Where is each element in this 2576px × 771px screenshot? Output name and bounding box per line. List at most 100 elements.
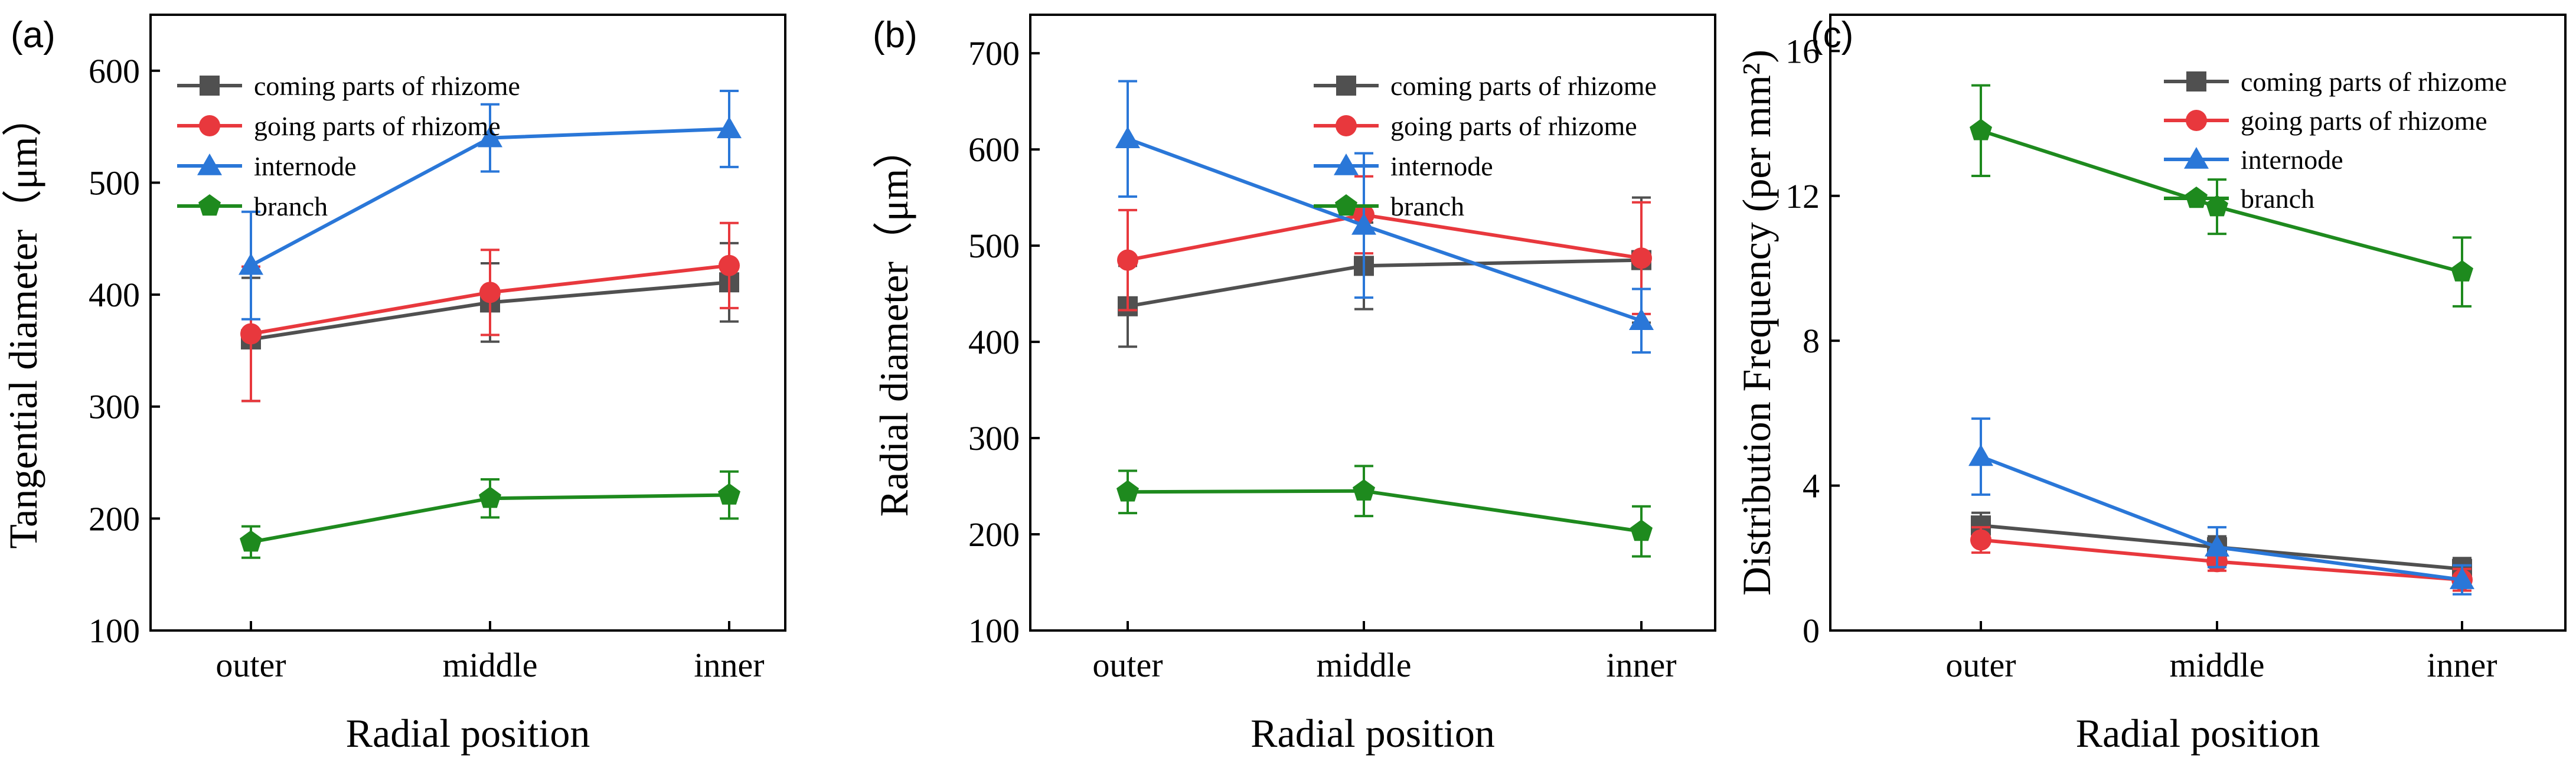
data-point-going xyxy=(1117,249,1138,271)
data-point-branch xyxy=(1353,479,1375,501)
legend-marker-branch xyxy=(2185,187,2208,208)
chart-panel-1: (a) 100 200 300 400 500 600 outer middle inner Rad… xyxy=(1,14,786,756)
data-point-branch xyxy=(479,486,501,508)
data-point-branch xyxy=(2206,195,2228,217)
y-tick-label: 100 xyxy=(968,612,1020,650)
y-tick-label: 16 xyxy=(1785,32,1820,70)
axis-frame xyxy=(149,14,786,632)
series-branch xyxy=(240,470,740,559)
y-tick-label: 500 xyxy=(968,227,1020,265)
legend-marker-going xyxy=(1336,115,1357,136)
data-point-internode xyxy=(2450,567,2474,589)
data-point-going xyxy=(1970,529,1991,551)
legend: coming parts of rhizome going parts of rh… xyxy=(177,71,520,221)
legend-label-coming: coming parts of rhizome xyxy=(1390,71,1657,101)
series-internode xyxy=(1115,80,1654,354)
series-branch xyxy=(1970,84,2473,308)
legend-label-coming: coming parts of rhizome xyxy=(254,71,520,101)
y-tick-label: 400 xyxy=(968,323,1020,361)
x-tick-label: outer xyxy=(1092,646,1163,684)
legend-label-branch: branch xyxy=(254,191,328,221)
legend-label-coming: coming parts of rhizome xyxy=(2241,67,2507,97)
legend-label-going: going parts of rhizome xyxy=(2241,106,2487,136)
data-point-going xyxy=(240,323,262,345)
x-tick-label: inner xyxy=(1606,646,1676,684)
y-tick-label: 600 xyxy=(968,130,1020,169)
series-line-branch xyxy=(1127,489,1642,534)
legend-label-branch: branch xyxy=(2241,184,2314,214)
legend: coming parts of rhizome going parts of rh… xyxy=(1314,71,1657,221)
panel-label: (b) xyxy=(873,15,918,55)
legend-marker-branch xyxy=(1335,194,1357,216)
x-tick-label: middle xyxy=(2169,646,2264,684)
data-point-branch xyxy=(2451,260,2473,282)
y-axis-title: Distribution Frequency (per mm²) xyxy=(1734,50,1779,596)
legend-marker-internode xyxy=(1334,153,1359,175)
data-point-going xyxy=(479,282,501,303)
data-point-going xyxy=(719,254,740,276)
data-point-branch xyxy=(1970,119,1992,141)
series-internode xyxy=(239,89,742,321)
legend-marker-internode xyxy=(197,153,222,175)
chart-panel-2: (b) 100 200 300 400 500 600 700 outer middle inner… xyxy=(871,14,1716,756)
data-point-going xyxy=(1631,247,1652,269)
y-axis-title: Tangential diameter（μm） xyxy=(1,96,45,548)
legend-marker-coming xyxy=(1336,76,1356,96)
data-point-internode xyxy=(1351,213,1376,235)
y-axis-title: Radial diameter（μm） xyxy=(871,129,916,517)
data-point-branch xyxy=(1630,520,1653,541)
legend-label-branch: branch xyxy=(1390,191,1464,221)
x-tick-label: middle xyxy=(1316,646,1411,684)
y-tick-label: 4 xyxy=(1803,467,1820,505)
legend-marker-branch xyxy=(198,194,221,216)
x-axis-title: Radial position xyxy=(2076,711,2320,756)
x-axis-title: Radial position xyxy=(346,711,590,756)
x-tick-label: outer xyxy=(1945,646,2016,684)
y-tick-label: 500 xyxy=(89,164,140,202)
legend-label-going: going parts of rhizome xyxy=(1390,111,1637,141)
y-tick-label: 200 xyxy=(968,515,1020,554)
legend-label-internode: internode xyxy=(1390,151,1493,181)
legend-marker-internode xyxy=(2184,147,2209,169)
y-tick-label: 8 xyxy=(1803,322,1820,360)
chart-panel-3: (c) 0 4 8 12 16 outer middle inner Radial positio… xyxy=(1734,14,2567,756)
panel-label: (a) xyxy=(11,15,55,55)
y-tick-label: 600 xyxy=(89,52,140,90)
x-axis-title: Radial position xyxy=(1251,711,1495,756)
panel-label: (c) xyxy=(1811,15,1853,55)
y-tick-label: 300 xyxy=(968,419,1020,458)
data-point-branch xyxy=(240,530,262,552)
y-tick-label: 300 xyxy=(89,388,140,426)
data-point-internode xyxy=(478,125,502,148)
series-branch xyxy=(1116,465,1653,558)
legend-marker-going xyxy=(199,115,220,136)
y-tick-label: 0 xyxy=(1803,612,1820,650)
x-tick-label: outer xyxy=(216,646,286,684)
axis-frame xyxy=(1829,14,2567,632)
y-tick-label: 700 xyxy=(968,34,1020,73)
data-point-internode xyxy=(1115,126,1140,148)
data-point-internode xyxy=(239,253,263,275)
x-tick-label: middle xyxy=(442,646,537,684)
series-internode xyxy=(1968,417,2474,596)
data-point-branch xyxy=(718,483,740,505)
legend-label-going: going parts of rhizome xyxy=(254,111,501,141)
y-tick-label: 12 xyxy=(1785,177,1820,215)
legend-label-internode: internode xyxy=(254,151,357,181)
data-point-internode xyxy=(2205,534,2229,557)
axis-frame xyxy=(1029,14,1716,632)
series-coming xyxy=(1118,196,1651,348)
y-tick-label: 400 xyxy=(89,276,140,314)
series-line-going xyxy=(1127,213,1642,262)
legend-marker-coming xyxy=(2186,71,2206,92)
legend: coming parts of rhizome going parts of rh… xyxy=(2164,67,2507,214)
legend-marker-going xyxy=(2186,110,2207,131)
data-point-internode xyxy=(1968,444,1993,466)
data-point-internode xyxy=(717,116,742,139)
series-line-coming xyxy=(1127,258,1642,308)
x-tick-label: inner xyxy=(2427,646,2497,684)
data-point-internode xyxy=(1629,308,1654,330)
y-tick-label: 200 xyxy=(89,499,140,538)
legend-marker-coming xyxy=(200,76,220,96)
